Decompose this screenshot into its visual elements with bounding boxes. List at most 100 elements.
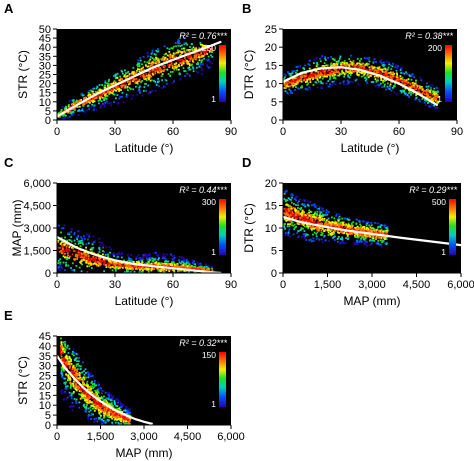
density-cell bbox=[430, 89, 432, 91]
density-cell bbox=[108, 261, 111, 264]
density-cell bbox=[305, 81, 307, 83]
density-cell bbox=[65, 250, 68, 252]
density-cell bbox=[313, 215, 316, 218]
density-cell bbox=[149, 74, 151, 77]
density-cell bbox=[325, 68, 327, 71]
density-cell bbox=[109, 251, 111, 254]
density-cell bbox=[197, 61, 199, 64]
density-cell bbox=[186, 72, 188, 75]
density-cell bbox=[157, 68, 160, 70]
density-cell bbox=[169, 268, 172, 271]
density-cell bbox=[359, 63, 362, 66]
density-cell bbox=[384, 236, 387, 239]
density-cell bbox=[308, 223, 311, 226]
density-cell bbox=[183, 42, 186, 45]
density-cell bbox=[112, 262, 115, 265]
density-cell bbox=[362, 235, 365, 237]
density-cell bbox=[291, 82, 294, 85]
density-cell bbox=[364, 68, 367, 71]
density-cell bbox=[129, 271, 132, 273]
density-cell bbox=[350, 72, 353, 74]
density-cell bbox=[86, 257, 89, 260]
density-cell bbox=[73, 366, 76, 369]
density-cell bbox=[144, 83, 146, 85]
density-cell bbox=[152, 60, 155, 63]
density-cell bbox=[89, 98, 92, 100]
density-cell bbox=[77, 240, 80, 243]
density-cell bbox=[312, 84, 315, 86]
density-cell bbox=[68, 375, 71, 378]
density-cell bbox=[362, 220, 365, 223]
density-cell bbox=[119, 404, 122, 407]
density-cell bbox=[79, 375, 81, 377]
density-cell bbox=[71, 262, 74, 265]
density-cell bbox=[401, 80, 404, 83]
density-cell bbox=[68, 232, 71, 235]
density-cell bbox=[367, 227, 370, 230]
density-cell bbox=[429, 84, 432, 87]
density-cell bbox=[132, 72, 134, 75]
density-cell bbox=[298, 222, 301, 225]
density-cell bbox=[312, 214, 315, 216]
density-cell bbox=[378, 232, 381, 235]
density-cell bbox=[120, 86, 123, 89]
density-cell bbox=[113, 399, 116, 402]
density-cell bbox=[316, 76, 319, 78]
density-cell bbox=[366, 222, 369, 225]
density-cell bbox=[194, 263, 196, 266]
density-cell bbox=[289, 91, 292, 93]
density-cell bbox=[366, 74, 368, 77]
density-cell bbox=[344, 242, 347, 244]
density-cell bbox=[138, 86, 141, 89]
density-cell bbox=[332, 72, 335, 74]
density-cell bbox=[389, 83, 392, 86]
density-cell bbox=[99, 403, 102, 406]
density-cell bbox=[382, 230, 384, 233]
density-cell bbox=[118, 263, 121, 266]
density-cell bbox=[107, 90, 110, 93]
density-cell bbox=[356, 241, 359, 244]
density-cell bbox=[392, 62, 394, 65]
density-cell bbox=[114, 81, 117, 84]
density-cell bbox=[179, 54, 182, 56]
density-cell bbox=[302, 203, 305, 206]
y-tick-label: 15 bbox=[39, 88, 51, 100]
density-cell bbox=[286, 225, 289, 228]
density-cell bbox=[80, 236, 82, 239]
density-cell bbox=[75, 365, 78, 367]
density-cell bbox=[161, 79, 163, 82]
density-cell bbox=[150, 262, 153, 265]
density-cell bbox=[316, 79, 319, 81]
density-cell bbox=[112, 84, 114, 86]
density-cell bbox=[160, 70, 163, 73]
density-cell bbox=[332, 74, 334, 77]
density-cell bbox=[175, 66, 178, 69]
density-cell bbox=[107, 82, 110, 85]
density-cell bbox=[413, 89, 416, 92]
density-cell bbox=[148, 62, 150, 65]
density-cell bbox=[211, 267, 213, 270]
density-cell bbox=[60, 341, 63, 343]
density-cell bbox=[122, 262, 125, 264]
density-cell bbox=[348, 76, 351, 79]
density-cell bbox=[119, 96, 122, 98]
density-cell bbox=[355, 78, 358, 81]
density-cell bbox=[90, 106, 93, 109]
density-cell bbox=[349, 60, 352, 63]
density-cell bbox=[297, 210, 300, 212]
density-cell bbox=[404, 87, 407, 90]
density-cell bbox=[158, 66, 160, 68]
density-cell bbox=[198, 267, 201, 270]
density-cell bbox=[120, 89, 122, 91]
density-cell bbox=[141, 260, 144, 262]
density-cell bbox=[403, 91, 406, 93]
density-cell bbox=[175, 68, 178, 71]
density-cell bbox=[93, 262, 96, 265]
density-cell bbox=[334, 63, 336, 66]
density-cell bbox=[306, 80, 308, 83]
colorbar-max-label: 500 bbox=[432, 197, 446, 207]
density-cell bbox=[296, 232, 299, 234]
density-cell bbox=[363, 228, 366, 231]
density-cell bbox=[154, 90, 157, 92]
y-tick-label: 20 bbox=[39, 79, 51, 91]
